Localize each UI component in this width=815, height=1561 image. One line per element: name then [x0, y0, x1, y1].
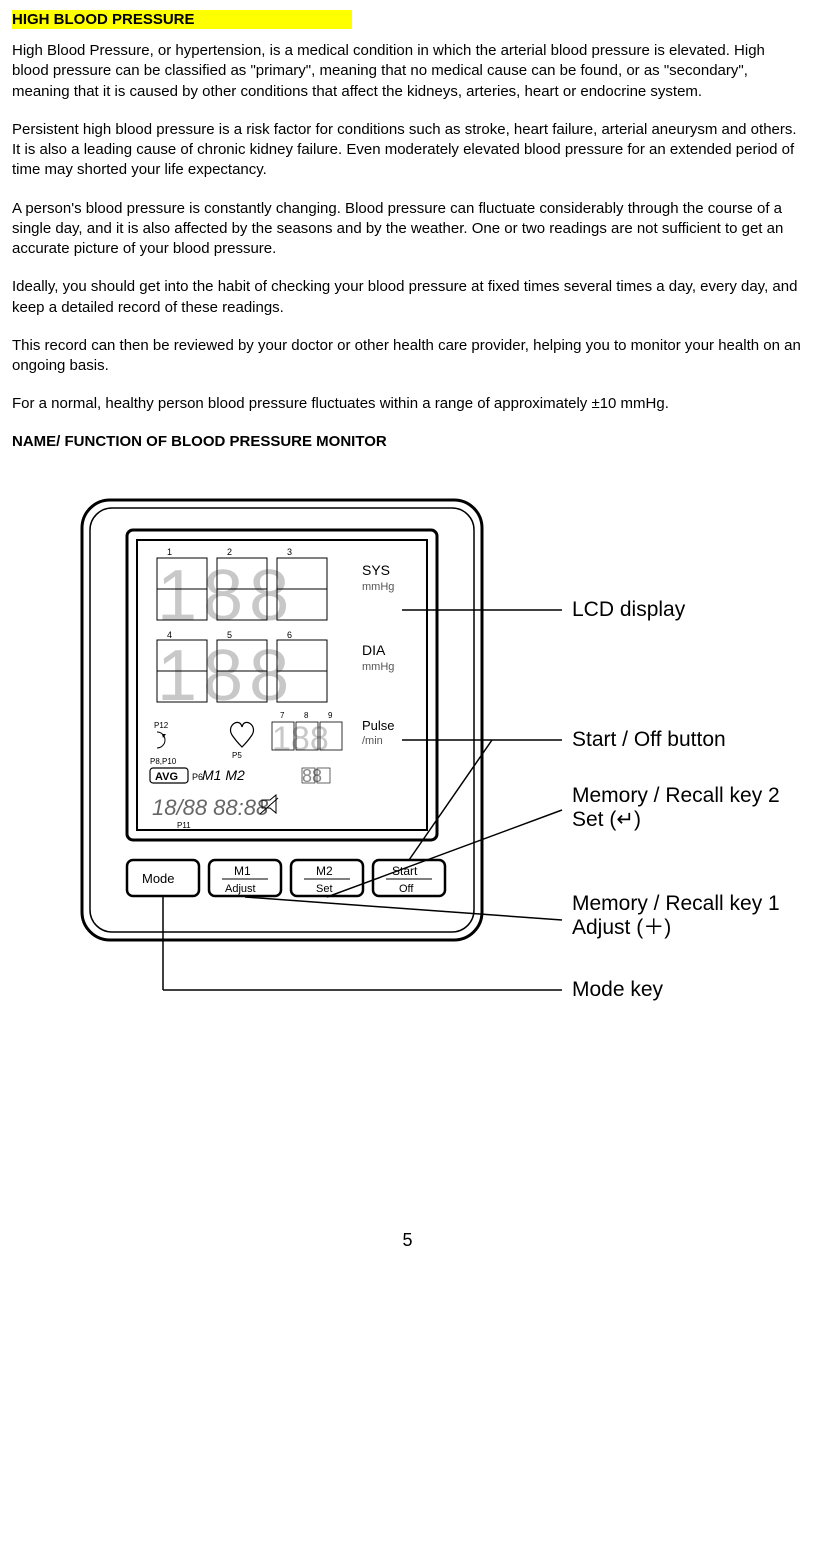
svg-text:2: 2: [227, 547, 232, 557]
paragraph: For a normal, healthy person blood press…: [12, 394, 803, 414]
paragraph: Ideally, you should get into the habit o…: [12, 277, 803, 318]
svg-text:AVG: AVG: [155, 771, 178, 783]
svg-text:P11: P11: [177, 821, 191, 830]
label-mem2b: Set (↵): [572, 808, 641, 831]
svg-text:SYS: SYS: [362, 562, 390, 578]
label-mem1b: Adjust (＋): [572, 916, 671, 939]
label-start: Start / Off button: [572, 728, 726, 751]
svg-text:8: 8: [304, 711, 309, 720]
svg-text:Off: Off: [399, 883, 414, 895]
label-mem1a: Memory / Recall key 1: [572, 892, 780, 915]
svg-text:mmHg: mmHg: [362, 581, 394, 593]
svg-text:7: 7: [280, 711, 285, 720]
svg-text:DIA: DIA: [362, 642, 386, 658]
svg-text:P5: P5: [232, 751, 242, 760]
label-mode: Mode key: [572, 978, 664, 1001]
page-number: 5: [12, 1230, 803, 1251]
svg-text:Set: Set: [316, 883, 333, 895]
svg-text:/min: /min: [362, 735, 383, 747]
svg-text:18/88 88:88: 18/88 88:88: [152, 795, 269, 820]
svg-text:P6: P6: [192, 772, 203, 782]
device-diagram: 188 1 2 3 188 4 5 6 SYS mmHg DIA mmHg Pu…: [62, 490, 815, 1050]
svg-text:4: 4: [167, 630, 172, 640]
svg-text:5: 5: [227, 630, 232, 640]
svg-text:1: 1: [167, 547, 172, 557]
paragraph: High Blood Pressure, or hypertension, is…: [12, 41, 803, 102]
svg-text:M1: M1: [234, 864, 251, 878]
subheading: NAME/ FUNCTION OF BLOOD PRESSURE MONITOR: [12, 433, 803, 450]
label-lcd: LCD display: [572, 598, 686, 621]
svg-text:188: 188: [157, 636, 295, 716]
svg-text:M1 M2: M1 M2: [202, 767, 245, 783]
paragraph: This record can then be reviewed by your…: [12, 336, 803, 377]
paragraph: Persistent high blood pressure is a risk…: [12, 120, 803, 181]
svg-text:P8,P10: P8,P10: [150, 757, 177, 766]
label-mem2a: Memory / Recall key 2: [572, 784, 780, 807]
svg-text:Pulse: Pulse: [362, 718, 395, 733]
svg-text:M2: M2: [316, 864, 333, 878]
svg-text:9: 9: [328, 711, 333, 720]
svg-text:3: 3: [287, 547, 292, 557]
svg-text:188: 188: [157, 556, 295, 636]
paragraph: A person's blood pressure is constantly …: [12, 199, 803, 260]
svg-text:Mode: Mode: [142, 871, 175, 886]
svg-text:mmHg: mmHg: [362, 661, 394, 673]
svg-text:Adjust: Adjust: [225, 883, 256, 895]
section-heading-highlight: HIGH BLOOD PRESSURE: [12, 10, 352, 29]
svg-text:P12: P12: [154, 721, 169, 730]
svg-text:6: 6: [287, 630, 292, 640]
